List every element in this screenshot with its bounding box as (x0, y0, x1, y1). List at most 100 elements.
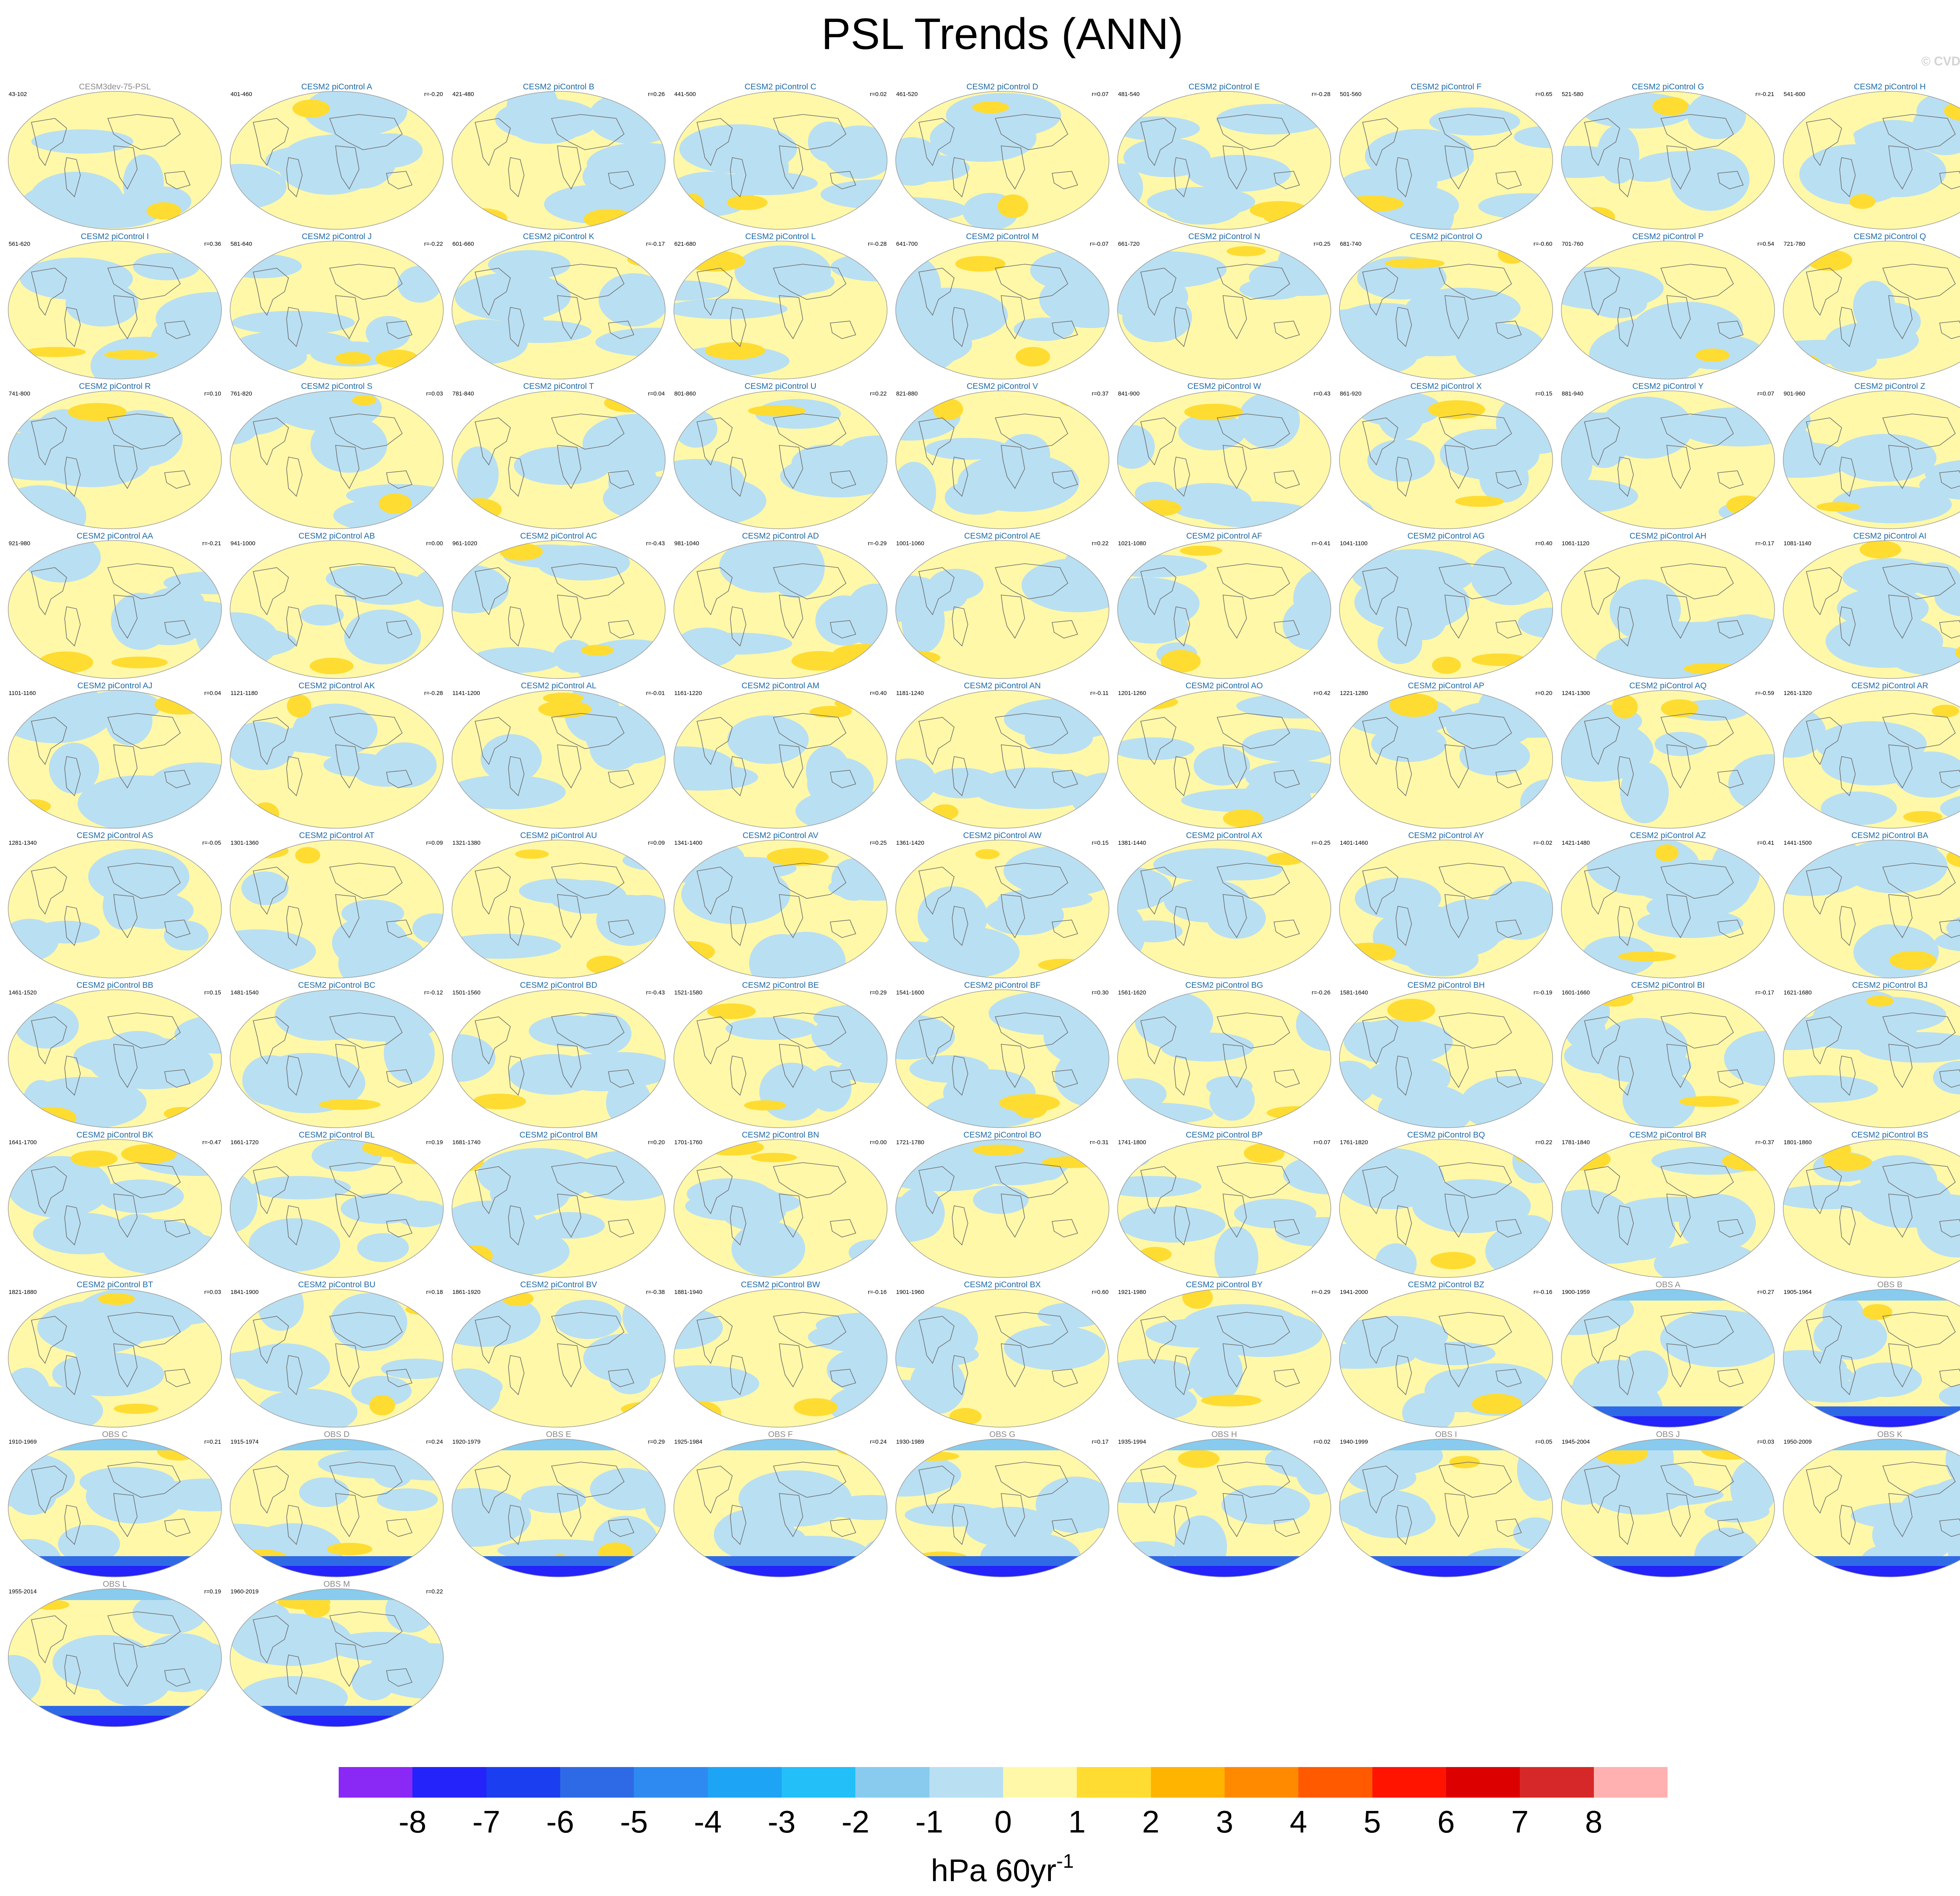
colorbar-tick-label: 4 (1290, 1804, 1307, 1839)
coastline (557, 744, 581, 789)
negative-anomaly-region (583, 1334, 665, 1383)
negative-anomaly-region (30, 172, 123, 226)
coastline (773, 1312, 847, 1348)
negative-anomaly-region (1513, 1517, 1553, 1549)
positive-anomaly-region (1783, 1101, 1810, 1115)
negative-anomaly-region (1851, 146, 1946, 197)
panel-correlation: r=0.22 (426, 1588, 443, 1595)
panel-title: CESM2 piControl U (744, 382, 817, 391)
coastline (918, 717, 955, 765)
map-field (1339, 91, 1553, 229)
coastline (1223, 595, 1247, 639)
panel-correlation: r=0.36 (204, 241, 221, 247)
map-field (896, 690, 1109, 828)
panel-title: CESM2 piControl BC (298, 981, 376, 990)
coastline (1888, 595, 1913, 639)
panel-years: 1441-1500 (1784, 840, 1812, 846)
coastline (508, 1205, 524, 1246)
map-plot (1783, 1439, 1960, 1577)
coastline (1939, 920, 1960, 938)
negative-anomaly-region (849, 1239, 887, 1265)
panel-years: 1041-1100 (1340, 540, 1368, 547)
positive-anomaly-region (627, 252, 665, 267)
coastline (1052, 470, 1078, 489)
positive-anomaly-region (111, 657, 168, 668)
coastline (1882, 1312, 1956, 1348)
map-border (452, 1439, 666, 1577)
negative-anomaly-region (583, 150, 665, 203)
panel-correlation: r=0.26 (648, 91, 665, 98)
coastline (475, 268, 511, 316)
negative-anomaly-region (674, 1365, 759, 1402)
coastline (551, 264, 625, 300)
panel-years: 441-500 (674, 91, 696, 98)
coastline (1888, 1493, 1913, 1537)
coastline (1495, 470, 1522, 489)
panel-correlation: r=0.24 (870, 1439, 887, 1445)
colorbar-segment (929, 1767, 1004, 1798)
map-field (1783, 241, 1960, 379)
coastline (386, 321, 413, 339)
negative-anomaly-region (590, 1468, 664, 1510)
positive-anomaly-region (748, 405, 806, 416)
negative-anomaly-region (1443, 1363, 1550, 1416)
map-panel: OBS E 1920-1979 r=0.29 (448, 1430, 670, 1580)
positive-anomaly-region (999, 1094, 1060, 1112)
coastline (113, 1044, 138, 1088)
map-border (8, 540, 222, 679)
negative-anomaly-region (808, 1065, 851, 1112)
coastline (1174, 606, 1190, 647)
positive-anomaly-region (1344, 943, 1394, 958)
map-field (1783, 990, 1960, 1128)
panel-title: CESM2 piControl BH (1407, 981, 1485, 990)
positive-anomaly-region (1817, 502, 1860, 512)
map-border (895, 241, 1109, 379)
positive-anomaly-region (295, 847, 320, 864)
coastline (253, 867, 289, 915)
map-border (1339, 540, 1553, 679)
panel-title: CESM2 piControl R (79, 382, 151, 391)
coastline (1438, 563, 1512, 599)
negative-anomaly-region (304, 91, 407, 136)
negative-anomaly-region (8, 690, 113, 743)
coastline (64, 606, 81, 647)
negative-anomaly-region (368, 1643, 443, 1699)
coastline (730, 1355, 746, 1395)
map-plot (8, 91, 222, 230)
negative-anomaly-region (1412, 1179, 1531, 1233)
panel-years: 421-480 (452, 91, 474, 98)
coastline (1445, 1493, 1469, 1537)
map-border (895, 1139, 1109, 1278)
map-plot (1117, 1289, 1331, 1428)
panel-years: 1561-1620 (1118, 989, 1146, 996)
negative-anomaly-region (98, 1031, 177, 1087)
coastline (773, 713, 847, 749)
map-plot (8, 1289, 222, 1428)
panel-correlation: r=0.43 (1314, 390, 1330, 397)
colorbar-tick-label: 2 (1142, 1804, 1160, 1839)
panel-correlation: r=0.30 (1092, 989, 1109, 996)
positive-anomaly-region (1652, 97, 1688, 116)
map-border (673, 1139, 887, 1278)
panel-years: 761-820 (230, 390, 252, 397)
negative-anomaly-region (1238, 392, 1300, 449)
panel-correlation: r=-0.16 (868, 1289, 887, 1295)
panel-title: CESM2 piControl BO (963, 1130, 1042, 1139)
negative-anomaly-region (1145, 1319, 1252, 1348)
coastline (1839, 1355, 1856, 1395)
map-panel: CESM2 piControl B 421-480 r=0.26 (448, 82, 670, 232)
map-plot (895, 1139, 1109, 1278)
map-border (895, 1439, 1109, 1577)
coastline (1839, 457, 1856, 497)
antarctic-band (1783, 1566, 1960, 1577)
coastline (329, 563, 403, 599)
coastline (1939, 171, 1960, 189)
coastline (918, 567, 955, 615)
coastline (164, 171, 191, 189)
panel-title: CESM2 piControl BS (1851, 1130, 1929, 1139)
negative-anomaly-region (1118, 1482, 1197, 1503)
panel-correlation: r=0.54 (1757, 241, 1774, 247)
positive-anomaly-region (1860, 541, 1901, 559)
panel-years: 841-900 (1118, 390, 1140, 397)
